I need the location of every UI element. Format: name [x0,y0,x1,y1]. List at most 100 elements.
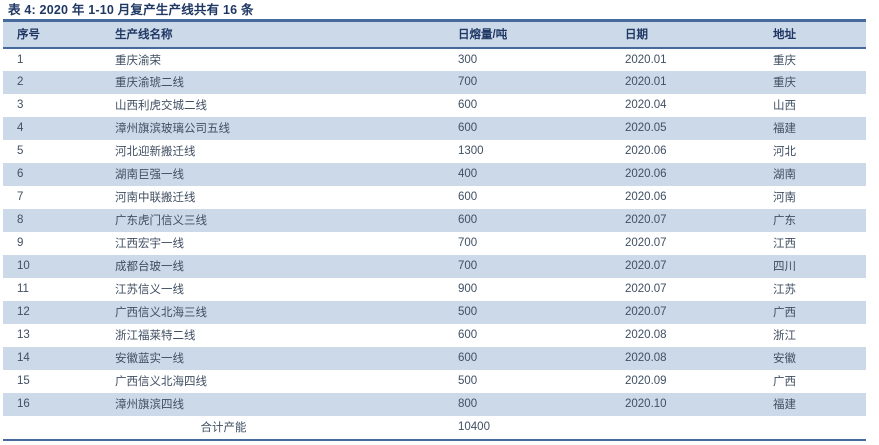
table-body: 1 重庆渝荣 300 2020.01 重庆 2 重庆渝琥二线 700 2020.01 重庆 3 山西利… [3,48,866,416]
total-label: 合计产能 [200,420,247,434]
cell-capacity: 600 [458,191,478,203]
cell-capacity: 600 [444,116,611,140]
cell-line-name: 江苏信义一线 [115,282,184,296]
cell-capacity: 600 [444,208,611,232]
cell-date: 2020.08 [625,329,667,341]
cell-location: 安徽 [759,346,866,370]
cell-line-name: 河南中联搬迁线 [115,190,196,204]
cell-date: 2020.10 [611,392,759,416]
cell-line-name: 重庆渝琥二线 [101,70,444,94]
cell-index: 1 [17,53,24,66]
cell-line-name: 安徽蓝实一线 [101,346,444,370]
column-header-capacity: 日熔量/吨 [444,20,611,49]
table-row: 1 重庆渝荣 300 2020.01 重庆 [3,48,866,71]
table-row: 2 重庆渝琥二线 700 2020.01 重庆 [3,70,866,94]
table-row: 15 广西信义北海四线 500 2020.09 广西 [3,370,866,393]
cell-location: 广西 [759,300,866,324]
cell-capacity: 400 [444,162,611,186]
cell-location: 四川 [759,254,866,278]
cell-location: 浙江 [773,328,796,342]
cell-index: 12 [3,300,101,324]
table-row: 5 河北迎新搬迁线 1300 2020.06 河北 [3,140,866,163]
cell-line-name: 漳州旗滨四线 [101,392,444,416]
cell-capacity: 600 [444,346,611,370]
cell-location: 江西 [773,236,796,250]
column-header-index: 序号 [3,20,101,49]
cell-index: 13 [17,329,30,341]
cell-capacity: 600 [458,99,478,111]
table-row: 8 广东虎门信义三线 600 2020.07 广东 [3,208,866,232]
cell-index: 8 [3,208,101,232]
production-lines-table: 序号 生产线名称 日熔量/吨 日期 地址 1 重庆渝荣 300 2020.01 重庆 2 重… [3,19,866,441]
table-row: 10 成都台玻一线 700 2020.07 四川 [3,254,866,278]
cell-date: 2020.08 [611,346,759,370]
cell-line-name: 广东虎门信义三线 [101,208,444,232]
cell-location: 河南 [773,190,796,204]
cell-date: 2020.01 [625,53,667,66]
cell-index: 7 [17,191,24,203]
cell-location: 福建 [759,392,866,416]
cell-location: 重庆 [773,52,796,67]
cell-date: 2020.07 [625,283,667,295]
total-empty-location [759,416,866,440]
cell-capacity: 500 [458,375,478,387]
cell-index: 6 [3,162,101,186]
cell-line-name: 重庆渝荣 [115,52,161,67]
table-row: 9 江西宏宇一线 700 2020.07 江西 [3,232,866,255]
cell-line-name: 广西信义北海四线 [115,374,207,388]
cell-capacity: 600 [458,329,478,341]
cell-date: 2020.01 [611,70,759,94]
cell-index: 4 [3,116,101,140]
cell-location: 河北 [773,144,796,158]
cell-date: 2020.07 [625,237,667,249]
total-row: 合计产能 10400 [3,416,866,440]
cell-index: 14 [3,346,101,370]
cell-capacity: 900 [458,283,478,295]
cell-date: 2020.04 [625,99,667,111]
cell-line-name: 浙江福莱特二线 [115,328,196,342]
table-title: 表 4: 2020 年 1-10 月复产生产线共有 16 条 [8,3,254,17]
cell-index: 10 [3,254,101,278]
table-row: 4 漳州旗滨玻璃公司五线 600 2020.05 福建 [3,116,866,140]
cell-capacity: 800 [444,392,611,416]
cell-index: 16 [3,392,101,416]
cell-location: 广东 [759,208,866,232]
table-row: 16 漳州旗滨四线 800 2020.10 福建 [3,392,866,416]
cell-capacity: 700 [444,70,611,94]
column-header-date: 日期 [611,20,759,49]
cell-index: 11 [17,283,29,295]
cell-line-name: 江西宏宇一线 [115,236,184,250]
table-row: 14 安徽蓝实一线 600 2020.08 安徽 [3,346,866,370]
cell-capacity: 700 [458,237,478,249]
table-header: 序号 生产线名称 日熔量/吨 日期 地址 [3,20,866,49]
cell-location: 广西 [773,374,796,388]
table-footer: 合计产能 10400 [3,416,866,440]
cell-index: 2 [3,70,101,94]
total-empty-date [611,416,759,440]
cell-index: 9 [17,237,24,249]
table-row: 3 山西利虎交城二线 600 2020.04 山西 [3,94,866,117]
cell-line-name: 河北迎新搬迁线 [115,144,196,158]
cell-date: 2020.06 [625,145,667,157]
cell-date: 2020.06 [611,162,759,186]
cell-date: 2020.09 [625,375,667,387]
column-header-location: 地址 [759,20,866,49]
cell-location: 重庆 [759,70,866,94]
table-row: 11 江苏信义一线 900 2020.07 江苏 [3,278,866,301]
cell-index: 5 [17,145,24,157]
table-row: 12 广西信义北海三线 500 2020.07 广西 [3,300,866,324]
cell-date: 2020.05 [611,116,759,140]
table-header-row: 序号 生产线名称 日熔量/吨 日期 地址 [3,20,866,49]
cell-capacity: 300 [458,53,478,66]
cell-line-name: 漳州旗滨玻璃公司五线 [101,116,444,140]
cell-location: 湖南 [759,162,866,186]
table-row: 6 湖南巨强一线 400 2020.06 湖南 [3,162,866,186]
cell-index: 3 [17,99,24,111]
cell-line-name: 山西利虎交城二线 [115,98,207,112]
cell-date: 2020.06 [625,191,667,203]
cell-date: 2020.07 [611,254,759,278]
column-header-line-name: 生产线名称 [101,20,444,49]
cell-location: 山西 [773,98,796,112]
total-capacity: 10400 [458,421,490,433]
cell-line-name: 成都台玻一线 [101,254,444,278]
